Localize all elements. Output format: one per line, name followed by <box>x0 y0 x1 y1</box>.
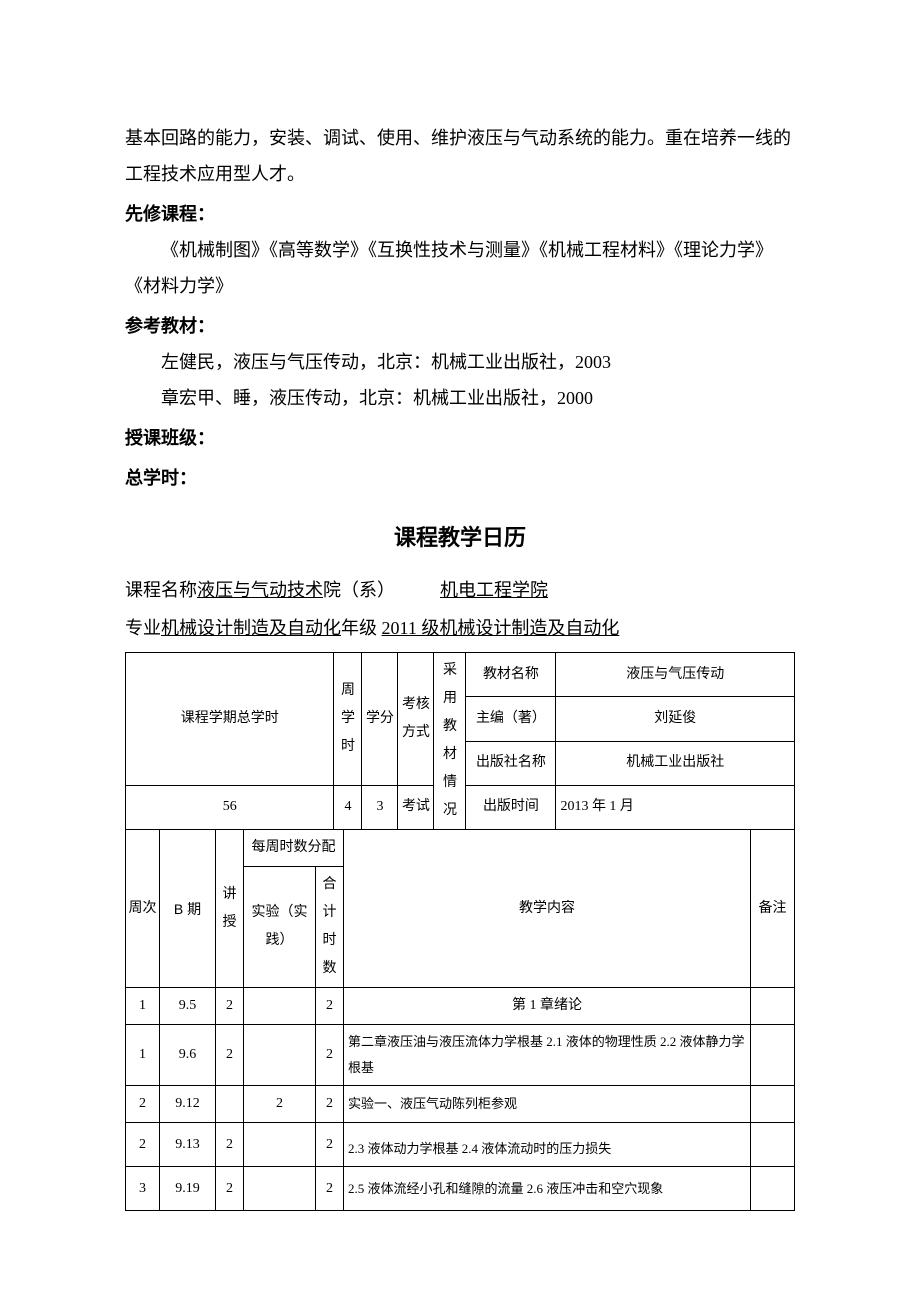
cell-total-value: 56 <box>126 785 334 829</box>
cell-credit-value: 3 <box>362 785 398 829</box>
cell-total-label: 课程学期总学时 <box>126 653 334 786</box>
course-label: 课程名称 <box>125 580 197 600</box>
cell-week: 2 <box>126 1123 160 1167</box>
cell-total: 2 <box>316 988 344 1025</box>
cell-lecture: 2 <box>216 1167 244 1211</box>
grade-label: 年级 <box>341 618 377 638</box>
dept-value: 机电工程学院 <box>440 580 548 600</box>
cell-publisher-value: 机械工业出版社 <box>556 741 795 785</box>
hdr-date: B 期 <box>160 830 216 988</box>
cell-bookname-value: 液压与气压传动 <box>556 653 795 697</box>
textbook-heading: 参考教材： <box>125 308 795 344</box>
cell-date: 9.5 <box>160 988 216 1025</box>
cell-credit-label: 学分 <box>362 653 398 786</box>
cell-experiment <box>244 1123 316 1167</box>
cell-total: 2 <box>316 1086 344 1123</box>
cell-lecture: 2 <box>216 1025 244 1086</box>
dept-label: 院（系） <box>323 580 395 600</box>
cell-note <box>751 1123 795 1167</box>
cell-experiment: 2 <box>244 1086 316 1123</box>
cell-content: 实验一、液压气动陈列柜参观 <box>344 1086 751 1123</box>
cell-week: 2 <box>126 1086 160 1123</box>
cell-date: 9.19 <box>160 1167 216 1211</box>
cell-pubtime-label: 出版时间 <box>466 785 556 829</box>
cell-content: 第二章液压油与液压流体力学根基 2.1 液体的物理性质 2.2 液体静力学根基 <box>344 1025 751 1086</box>
hdr-weekly-dist: 每周时数分配 <box>244 830 344 867</box>
grade-value: 2011 级机械设计制造及自动化 <box>382 618 620 638</box>
cell-note <box>751 988 795 1025</box>
cell-bookname-label: 教材名称 <box>466 653 556 697</box>
cell-date: 9.13 <box>160 1123 216 1167</box>
schedule-table: 周次 B 期 讲授 每周时数分配 教学内容 备注 实验（实践） 合计时数 1 9… <box>125 829 795 1211</box>
cell-week-label: 周学时 <box>334 653 362 786</box>
cell-lecture <box>216 1086 244 1123</box>
meta-line-1: 课程名称液压与气动技术院（系） 机电工程学院 <box>125 572 795 608</box>
calendar-title: 课程教学日历 <box>125 516 795 560</box>
cell-editor-label: 主编（著） <box>466 697 556 741</box>
hdr-experiment: 实验（实践） <box>244 867 316 988</box>
cell-lecture: 2 <box>216 1123 244 1167</box>
cell-lecture: 2 <box>216 988 244 1025</box>
cell-total: 2 <box>316 1123 344 1167</box>
info-table: 课程学期总学时 周学时 学分 考核方式 采用教材情况 教材名称 液压与气压传动 … <box>125 652 795 830</box>
table-row: 2 9.13 2 2 2.3 液体动力学根基 2.4 液体流动时的压力损失 <box>126 1123 795 1167</box>
major-label: 专业 <box>125 618 161 638</box>
cell-experiment <box>244 988 316 1025</box>
cell-total: 2 <box>316 1025 344 1086</box>
cell-note <box>751 1025 795 1086</box>
table-row: 2 9.12 2 2 实验一、液压气动陈列柜参观 <box>126 1086 795 1123</box>
cell-note <box>751 1167 795 1211</box>
table-row: 3 9.19 2 2 2.5 液体流经小孔和缝隙的流量 2.6 液压冲击和空穴现… <box>126 1167 795 1211</box>
cell-editor-value: 刘延俊 <box>556 697 795 741</box>
hdr-lecture: 讲授 <box>216 830 244 988</box>
cell-week: 3 <box>126 1167 160 1211</box>
hdr-content: 教学内容 <box>344 830 751 988</box>
intro-paragraph: 基本回路的能力，安装、调试、使用、维护液压与气动系统的能力。重在培养一线的工程技… <box>125 120 795 192</box>
cell-experiment <box>244 1167 316 1211</box>
course-value: 液压与气动技术 <box>197 580 323 600</box>
table-row: 1 9.6 2 2 第二章液压油与液压流体力学根基 2.1 液体的物理性质 2.… <box>126 1025 795 1086</box>
major-value: 机械设计制造及自动化 <box>161 618 341 638</box>
cell-exam-label: 考核方式 <box>398 653 434 786</box>
cell-exam-value: 考试 <box>398 785 434 829</box>
prereq-body: 《机械制图》《高等数学》《互换性技术与测量》《机械工程材料》《理论力学》《材料力… <box>125 232 795 304</box>
cell-week-value: 4 <box>334 785 362 829</box>
hdr-week-no: 周次 <box>126 830 160 988</box>
prereq-heading: 先修课程： <box>125 196 795 232</box>
cell-date: 9.12 <box>160 1086 216 1123</box>
cell-experiment <box>244 1025 316 1086</box>
textbook-line-1: 左健民，液压与气压传动，北京：机械工业出版社，2003 <box>125 344 795 380</box>
hours-heading: 总学时： <box>125 460 795 496</box>
hdr-total: 合计时数 <box>316 867 344 988</box>
meta-line-2: 专业机械设计制造及自动化年级 2011 级机械设计制造及自动化 <box>125 610 795 646</box>
cell-content: 2.5 液体流经小孔和缝隙的流量 2.6 液压冲击和空穴现象 <box>344 1167 751 1211</box>
cell-content: 2.3 液体动力学根基 2.4 液体流动时的压力损失 <box>344 1123 751 1167</box>
class-heading: 授课班级： <box>125 420 795 456</box>
cell-content: 第 1 章绪论 <box>344 988 751 1025</box>
cell-pubtime-value: 2013 年 1 月 <box>556 785 795 829</box>
cell-week: 1 <box>126 988 160 1025</box>
cell-date: 9.6 <box>160 1025 216 1086</box>
cell-note <box>751 1086 795 1123</box>
textbook-line-2: 章宏甲、睡，液压传动，北京：机械工业出版社，2000 <box>125 380 795 416</box>
hdr-note: 备注 <box>751 830 795 988</box>
table-row: 1 9.5 2 2 第 1 章绪论 <box>126 988 795 1025</box>
cell-week: 1 <box>126 1025 160 1086</box>
cell-publisher-label: 出版社名称 <box>466 741 556 785</box>
cell-material-label: 采用教材情况 <box>434 653 466 830</box>
cell-total: 2 <box>316 1167 344 1211</box>
